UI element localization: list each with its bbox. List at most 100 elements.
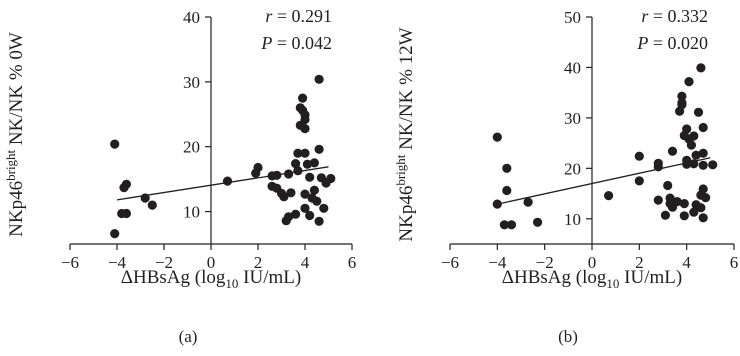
y-tick-label: 40 <box>564 58 581 77</box>
data-point <box>696 203 706 213</box>
x-tick-label: 2 <box>635 253 644 272</box>
data-point <box>698 213 708 223</box>
data-point <box>653 162 663 172</box>
data-point <box>698 122 708 133</box>
data-point <box>291 159 301 169</box>
data-point <box>309 158 319 168</box>
regression-line <box>497 157 711 205</box>
data-point <box>533 217 543 227</box>
data-point <box>140 193 150 203</box>
y-tick-label: 30 <box>183 73 200 92</box>
data-point <box>499 220 509 230</box>
data-point <box>653 195 663 205</box>
x-axis-label: ΔHBsAg (log10 IU/mL) <box>502 267 682 291</box>
data-point <box>701 193 711 203</box>
scatter-panel-b: −6 −4 −2 0 2 4 6 10 20 30 40 50 r = 0.332 P = 0.020 ΔH… <box>393 6 738 346</box>
data-point <box>682 124 692 134</box>
data-point <box>667 146 678 156</box>
data-point <box>691 150 701 160</box>
data-point <box>302 159 312 169</box>
data-point <box>286 188 296 198</box>
data-point <box>110 139 120 149</box>
y-axis-label: NKp46bright NK/NK % 12W <box>393 27 417 241</box>
data-point <box>502 163 512 173</box>
y-tick-label: 50 <box>564 8 581 27</box>
data-point <box>506 220 517 230</box>
x-tick-label: 0 <box>207 253 216 272</box>
data-point <box>634 151 644 161</box>
data-point <box>305 172 315 182</box>
x-tick-label: 4 <box>301 253 310 272</box>
data-point <box>689 131 699 141</box>
p-value: P = 0.020 <box>636 33 708 53</box>
data-point <box>253 162 263 173</box>
data-point <box>300 124 310 134</box>
y-tick-label: 30 <box>564 109 581 128</box>
data-point <box>677 91 687 101</box>
x-tick-label: 2 <box>254 253 263 272</box>
panel-caption: (b) <box>558 327 578 346</box>
data-point <box>147 200 157 210</box>
data-point <box>698 148 708 158</box>
data-point <box>312 196 322 206</box>
data-point <box>693 107 704 117</box>
x-tick-label: −4 <box>488 253 507 272</box>
data-point <box>492 199 502 209</box>
data-point <box>293 166 303 176</box>
data-point <box>121 179 131 189</box>
data-point <box>634 176 644 186</box>
x-tick-label: −2 <box>536 253 554 272</box>
data-point <box>492 132 502 142</box>
x-tick-label: 6 <box>348 253 357 272</box>
data-point <box>300 189 310 199</box>
p-value: P = 0.042 <box>260 33 332 53</box>
data-point <box>314 216 324 226</box>
data-point <box>663 180 673 191</box>
x-tick-label: 0 <box>588 253 597 272</box>
y-tick-label: 20 <box>183 138 200 157</box>
data-point <box>309 185 319 195</box>
y-tick-label: 40 <box>183 8 200 27</box>
data-point <box>284 169 294 179</box>
data-point <box>300 203 310 213</box>
data-point <box>677 100 687 110</box>
x-tick-label: −2 <box>155 253 173 272</box>
data-point <box>110 229 120 239</box>
data-point <box>300 148 310 158</box>
x-tick-label: −4 <box>108 253 127 272</box>
data-point <box>121 208 131 219</box>
correlation-r: r = 0.332 <box>641 6 708 26</box>
data-point <box>319 203 329 213</box>
data-point <box>689 207 699 217</box>
y-tick-label: 10 <box>564 210 581 229</box>
data-point <box>686 140 697 150</box>
data-point <box>698 160 708 170</box>
y-tick-label: 10 <box>183 203 200 222</box>
data-point <box>698 184 708 194</box>
data-point <box>326 173 336 184</box>
x-tick-label: 4 <box>682 253 691 272</box>
panel-caption: (a) <box>179 327 198 346</box>
data-point <box>279 192 289 202</box>
data-point <box>291 209 301 219</box>
data-point <box>284 212 294 222</box>
data-point <box>502 185 512 196</box>
data-point <box>604 191 614 201</box>
x-axis-label: ΔHBsAg (log10 IU/mL) <box>121 267 301 291</box>
scatter-panel-a: −6 −4 −2 0 2 4 6 10 20 30 40 r = 0.291 P = 0.042 ΔHBs… <box>3 6 356 346</box>
x-tick-label: −6 <box>441 253 459 272</box>
data-point <box>272 170 282 180</box>
correlation-r: r = 0.291 <box>265 6 332 26</box>
data-point <box>300 114 310 125</box>
data-point <box>708 160 718 170</box>
y-tick-label: 20 <box>564 159 581 178</box>
x-tick-label: 6 <box>730 253 739 272</box>
x-tick-label: −6 <box>61 253 79 272</box>
y-axis-label: NKp46bright NK/NK % 0W <box>3 32 27 237</box>
data-point <box>679 211 689 221</box>
data-point <box>679 199 689 209</box>
regression-line <box>116 166 329 201</box>
data-point <box>682 155 692 165</box>
data-point <box>523 197 533 207</box>
